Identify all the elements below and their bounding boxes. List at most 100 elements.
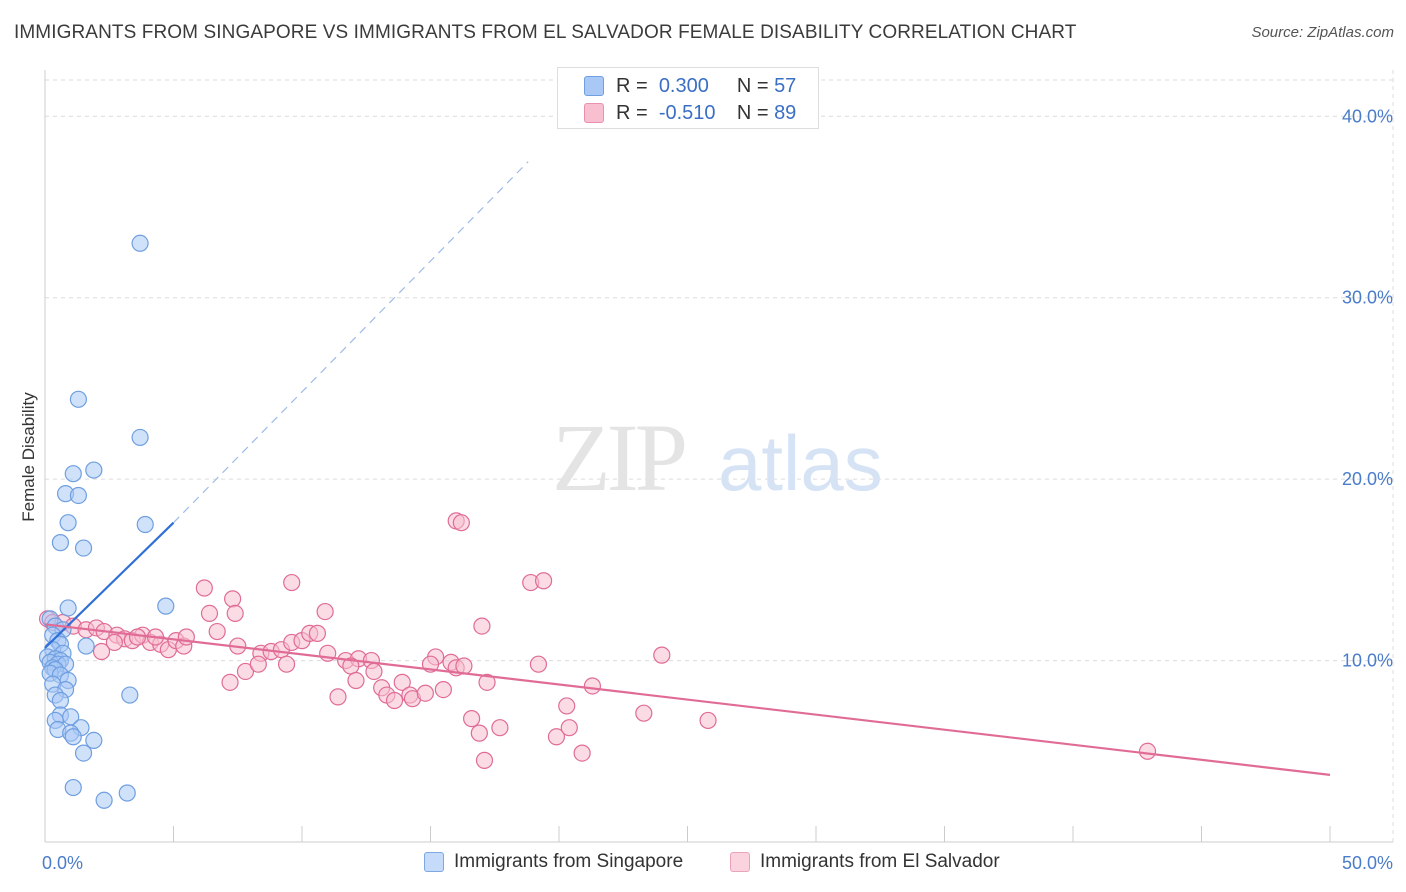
point-el-salvador bbox=[277, 655, 296, 673]
point-el-salvador bbox=[452, 514, 470, 532]
point-el-salvador bbox=[195, 579, 213, 597]
point-el-salvador bbox=[475, 751, 494, 769]
point-singapore bbox=[77, 637, 95, 655]
r-label: R = bbox=[616, 101, 648, 124]
point-el-salvador bbox=[221, 673, 239, 691]
point-singapore bbox=[136, 515, 154, 534]
point-el-salvador bbox=[92, 642, 111, 661]
point-singapore bbox=[74, 539, 93, 557]
point-el-salvador bbox=[478, 673, 496, 691]
y-tick-label: 30.0% bbox=[1342, 288, 1393, 308]
point-el-salvador bbox=[226, 604, 244, 623]
n-value: 57 bbox=[774, 74, 797, 97]
point-el-salvador bbox=[491, 719, 509, 737]
legend-row-singapore: R = 0.300 N = 57 bbox=[616, 73, 796, 99]
point-singapore bbox=[157, 597, 175, 615]
point-el-salvador bbox=[534, 572, 553, 590]
point-el-salvador bbox=[416, 684, 434, 702]
n-label: N = bbox=[736, 74, 769, 97]
y-tick-label: 10.0% bbox=[1342, 651, 1393, 671]
point-el-salvador bbox=[385, 691, 404, 710]
point-singapore bbox=[118, 784, 136, 802]
point-singapore bbox=[59, 514, 77, 532]
trendline-singapore-extension bbox=[173, 161, 529, 524]
point-el-salvador bbox=[529, 655, 548, 673]
y-axis-label: Female Disability bbox=[19, 392, 38, 522]
point-el-salvador bbox=[434, 680, 452, 699]
legend-label-singapore: Immigrants from Singapore bbox=[454, 851, 684, 872]
point-el-salvador bbox=[635, 704, 653, 722]
legend-item-singapore: Immigrants from Singapore bbox=[424, 851, 683, 873]
point-singapore bbox=[64, 465, 82, 483]
point-singapore bbox=[64, 728, 82, 746]
point-el-salvador bbox=[316, 602, 334, 621]
point-singapore bbox=[74, 744, 93, 762]
series-el-salvador bbox=[38, 512, 1157, 769]
point-el-salvador bbox=[329, 688, 347, 706]
point-el-salvador bbox=[208, 622, 226, 641]
point-el-salvador bbox=[547, 728, 566, 746]
point-singapore bbox=[64, 778, 82, 797]
point-el-salvador bbox=[224, 590, 242, 608]
point-singapore bbox=[121, 686, 139, 704]
point-singapore bbox=[51, 534, 70, 552]
series-singapore bbox=[38, 234, 175, 809]
series-legend: Immigrants from Singapore Immigrants fro… bbox=[0, 851, 1406, 879]
point-el-salvador bbox=[699, 711, 717, 730]
trendline-el-salvador bbox=[44, 623, 1331, 776]
x-tick-label-min: 0.0% bbox=[42, 853, 83, 873]
axes bbox=[44, 70, 1393, 843]
y-tick-label: 20.0% bbox=[1342, 469, 1393, 489]
point-singapore bbox=[131, 428, 149, 447]
point-singapore bbox=[85, 461, 103, 479]
point-singapore bbox=[85, 731, 103, 750]
point-el-salvador bbox=[463, 710, 481, 728]
legend-swatch-singapore bbox=[584, 76, 604, 96]
y-tick-labels: 10.0% 20.0% 30.0% 40.0% bbox=[1342, 106, 1393, 670]
point-singapore bbox=[51, 691, 70, 710]
chart-title: IMMIGRANTS FROM SINGAPORE VS IMMIGRANTS … bbox=[14, 22, 1077, 43]
point-singapore bbox=[69, 390, 88, 408]
point-el-salvador bbox=[470, 724, 488, 742]
point-el-salvador bbox=[308, 624, 327, 642]
point-singapore bbox=[69, 486, 88, 505]
point-el-salvador bbox=[473, 617, 491, 635]
point-el-salvador bbox=[105, 633, 123, 652]
point-el-salvador bbox=[200, 604, 219, 623]
point-el-salvador bbox=[236, 662, 255, 681]
legend-swatch-singapore bbox=[424, 852, 444, 872]
point-singapore bbox=[95, 791, 113, 809]
point-el-salvador bbox=[1138, 742, 1157, 760]
r-value: -0.510 bbox=[658, 101, 716, 124]
point-el-salvador bbox=[347, 671, 365, 690]
point-el-salvador bbox=[283, 573, 301, 592]
point-el-salvador bbox=[583, 677, 602, 695]
gridlines bbox=[45, 70, 1394, 842]
legend-row-el-salvador: R = -0.510 N = 89 bbox=[616, 100, 796, 126]
point-el-salvador bbox=[558, 697, 576, 715]
watermark-atlas: atlas bbox=[718, 419, 883, 507]
y-tick-label: 40.0% bbox=[1342, 106, 1393, 126]
point-el-salvador bbox=[573, 744, 591, 762]
correlation-legend: R = 0.300 N = 57 R = -0.510 N = 89 bbox=[557, 67, 819, 129]
point-el-salvador bbox=[653, 646, 671, 664]
point-singapore bbox=[59, 599, 77, 617]
r-label: R = bbox=[616, 74, 648, 97]
point-el-salvador bbox=[365, 662, 383, 681]
point-el-salvador bbox=[249, 655, 267, 673]
point-el-salvador bbox=[128, 628, 147, 646]
legend-swatch-el-salvador bbox=[730, 852, 750, 872]
point-singapore bbox=[131, 234, 149, 252]
r-value: 0.300 bbox=[658, 74, 709, 97]
legend-label-el-salvador: Immigrants from El Salvador bbox=[760, 851, 1000, 872]
legend-item-el-salvador: Immigrants from El Salvador bbox=[730, 851, 1000, 873]
x-tick-label-max: 50.0% bbox=[1342, 853, 1393, 873]
n-label: N = bbox=[736, 101, 769, 124]
source-label: Source: ZipAtlas.com bbox=[1251, 24, 1394, 41]
watermark-zip: ZIP bbox=[552, 404, 685, 511]
n-value: 89 bbox=[774, 101, 797, 124]
point-el-salvador bbox=[560, 719, 578, 737]
legend-swatch-el-salvador bbox=[584, 103, 604, 123]
point-el-salvador bbox=[393, 673, 411, 691]
